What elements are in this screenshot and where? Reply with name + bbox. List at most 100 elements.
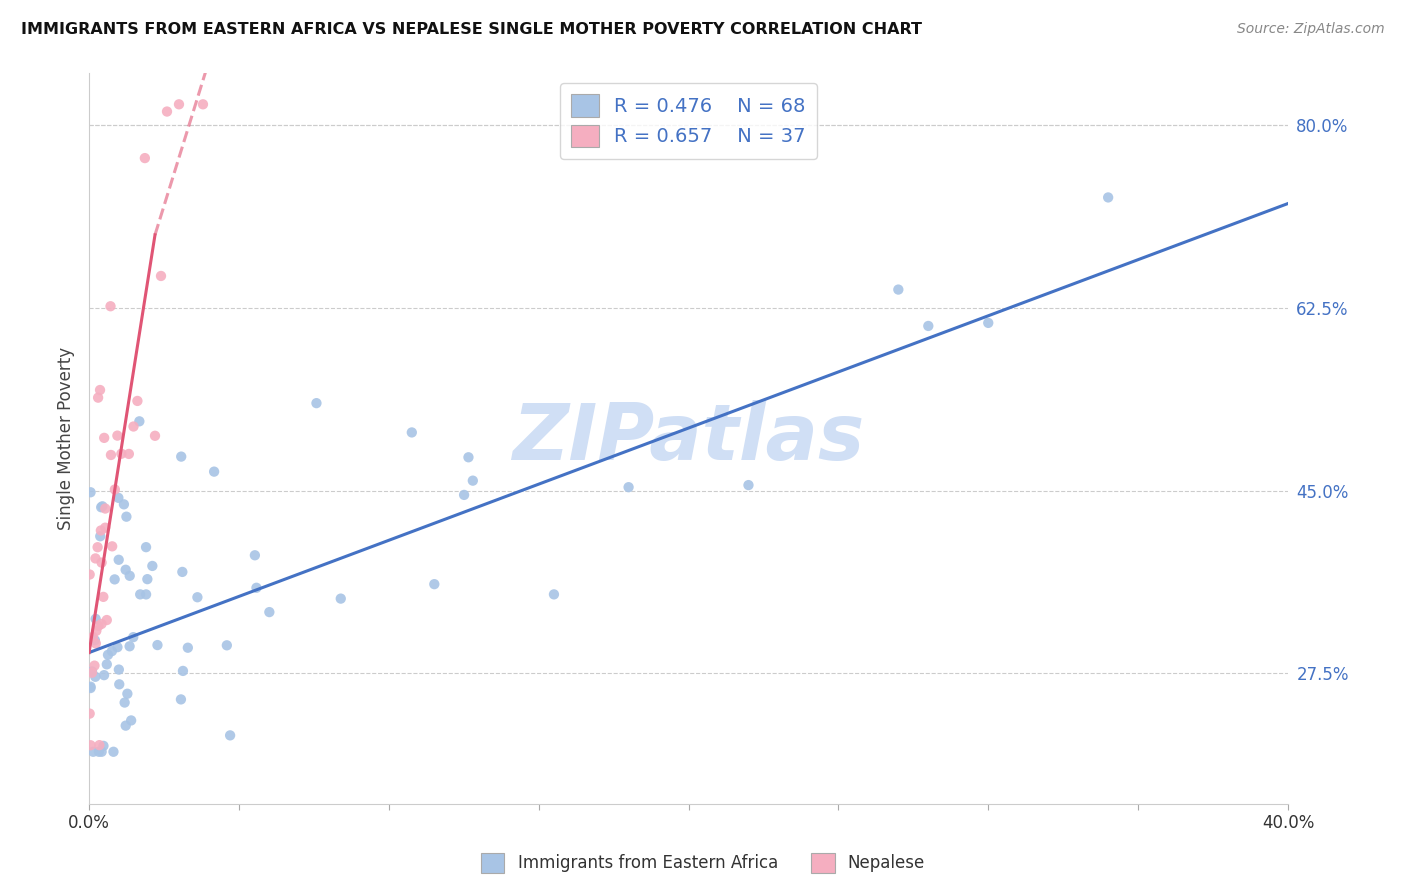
Point xyxy=(146,638,169,652)
Point xyxy=(170,450,193,464)
Point xyxy=(79,681,101,695)
Point xyxy=(90,500,112,515)
Point xyxy=(167,97,190,112)
Point xyxy=(90,524,112,538)
Point xyxy=(1097,190,1119,204)
Point xyxy=(79,680,101,694)
Point xyxy=(172,664,194,678)
Point xyxy=(93,739,115,753)
Point xyxy=(86,540,108,554)
Point xyxy=(219,728,242,742)
Point xyxy=(887,283,910,297)
Point xyxy=(114,718,136,732)
Point xyxy=(127,393,149,408)
Point xyxy=(94,501,117,516)
Point xyxy=(84,670,107,684)
Point xyxy=(108,663,131,677)
Text: IMMIGRANTS FROM EASTERN AFRICA VS NEPALESE SINGLE MOTHER POVERTY CORRELATION CHA: IMMIGRANTS FROM EASTERN AFRICA VS NEPALE… xyxy=(21,22,922,37)
Point xyxy=(107,640,129,655)
Y-axis label: Single Mother Poverty: Single Mother Poverty xyxy=(58,347,75,530)
Point xyxy=(87,619,110,633)
Point xyxy=(186,591,208,605)
Point xyxy=(457,450,479,465)
Point xyxy=(453,488,475,502)
Point xyxy=(96,657,118,672)
Point xyxy=(101,644,124,658)
Point xyxy=(120,714,142,728)
Text: ZIPatlas: ZIPatlas xyxy=(512,401,865,476)
Point xyxy=(112,497,135,511)
Point xyxy=(141,558,163,573)
Point xyxy=(110,447,132,461)
Point xyxy=(79,706,101,721)
Point xyxy=(401,425,423,440)
Point xyxy=(107,553,129,567)
Point xyxy=(150,268,173,283)
Point xyxy=(543,587,565,601)
Point xyxy=(94,521,117,535)
Point xyxy=(105,428,128,442)
Point xyxy=(87,391,110,405)
Point xyxy=(83,658,105,673)
Point xyxy=(117,687,139,701)
Point xyxy=(82,630,104,644)
Point xyxy=(243,549,266,563)
Point xyxy=(84,551,107,566)
Point xyxy=(89,738,111,752)
Point xyxy=(80,665,103,679)
Point xyxy=(79,485,101,500)
Point xyxy=(93,431,115,445)
Point xyxy=(156,104,179,119)
Point xyxy=(118,640,141,654)
Point xyxy=(170,692,193,706)
Point xyxy=(101,539,124,553)
Point xyxy=(87,745,110,759)
Legend: Immigrants from Eastern Africa, Nepalese: Immigrants from Eastern Africa, Nepalese xyxy=(474,847,932,880)
Legend: R = 0.476    N = 68, R = 0.657    N = 37: R = 0.476 N = 68, R = 0.657 N = 37 xyxy=(560,83,817,159)
Point xyxy=(134,151,156,165)
Point xyxy=(90,556,112,570)
Point xyxy=(245,581,267,595)
Point xyxy=(93,590,115,604)
Point xyxy=(136,572,159,586)
Point xyxy=(104,573,127,587)
Point xyxy=(917,318,939,333)
Point xyxy=(135,540,157,554)
Point xyxy=(91,500,114,514)
Point xyxy=(129,587,152,601)
Point xyxy=(100,448,122,462)
Point xyxy=(90,745,112,759)
Point xyxy=(80,665,103,680)
Point xyxy=(84,612,107,626)
Point xyxy=(107,491,129,505)
Point xyxy=(79,738,101,752)
Point xyxy=(83,633,105,648)
Point xyxy=(115,509,138,524)
Point xyxy=(259,605,281,619)
Point xyxy=(737,478,759,492)
Point xyxy=(97,648,120,662)
Point xyxy=(329,591,352,606)
Point xyxy=(96,613,118,627)
Point xyxy=(143,429,166,443)
Point xyxy=(305,396,328,410)
Point xyxy=(104,483,127,497)
Point xyxy=(122,419,145,434)
Point xyxy=(89,383,111,397)
Point xyxy=(93,668,115,682)
Point xyxy=(215,638,238,652)
Point xyxy=(89,529,111,543)
Point xyxy=(86,624,108,638)
Point xyxy=(135,587,157,601)
Point xyxy=(172,565,194,579)
Point xyxy=(118,569,141,583)
Point xyxy=(103,745,125,759)
Point xyxy=(977,316,1000,330)
Point xyxy=(82,745,104,759)
Point xyxy=(100,299,122,313)
Point xyxy=(617,480,640,494)
Point xyxy=(114,696,136,710)
Point xyxy=(128,414,150,428)
Point xyxy=(202,465,225,479)
Point xyxy=(177,640,200,655)
